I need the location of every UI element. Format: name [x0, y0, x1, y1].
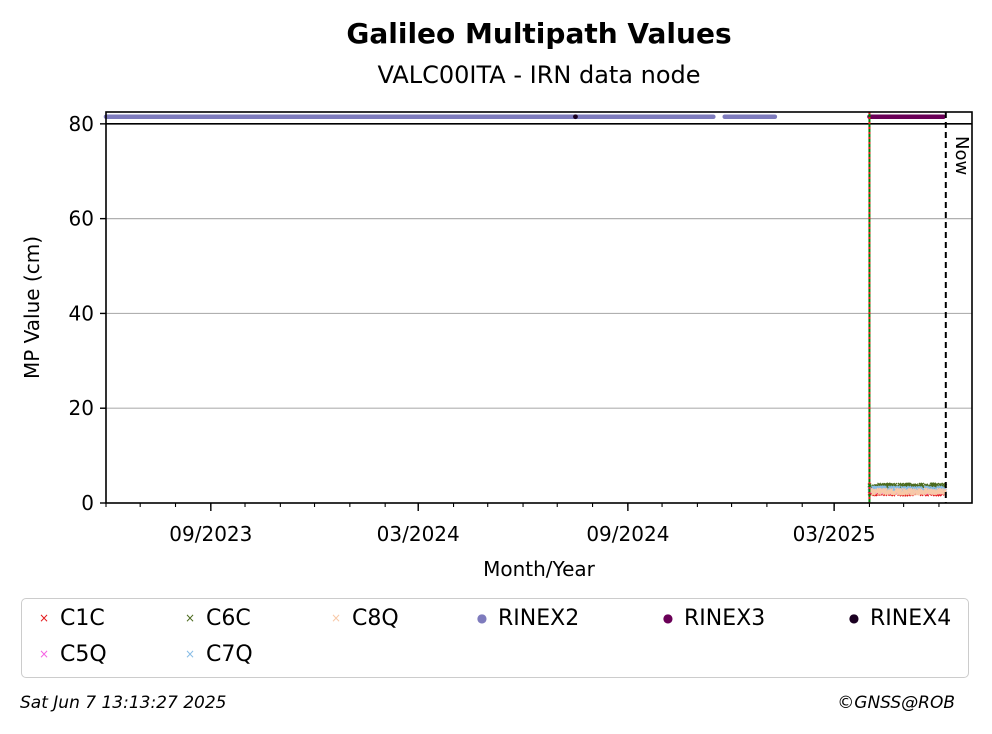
legend-item-c1c: × C1C — [36, 604, 105, 632]
legend-label-c1c: C1C — [60, 605, 105, 631]
legend-marker-c1c: × — [38, 611, 50, 625]
legend-label-rinex4: RINEX4 — [870, 605, 952, 631]
legend-marker-c7q: × — [184, 647, 196, 661]
legend-label-c7q: C7Q — [206, 641, 253, 667]
now-label: Now — [951, 136, 972, 175]
y-tick-label-60: 60 — [69, 207, 94, 231]
x-tick-label-1: 03/2024 — [377, 522, 460, 546]
series-c8q-point — [942, 488, 947, 493]
legend-item-c5q: × C5Q — [36, 640, 107, 668]
legend-marker-rinex4: ● — [848, 611, 860, 625]
y-tick-label-80: 80 — [69, 112, 94, 136]
series-c6c-point — [914, 483, 919, 488]
legend-label-c6c: C6C — [206, 605, 251, 631]
series-c8q-point — [939, 489, 944, 494]
legend-marker-rinex2: ● — [476, 611, 488, 625]
series-c8q-point — [910, 491, 915, 496]
series-rinex4 — [573, 114, 578, 120]
legend-marker-c6c: × — [184, 611, 196, 625]
legend-label-c8q: C8Q — [352, 605, 399, 631]
y-tick-label-40: 40 — [69, 301, 94, 325]
y-axis-label: MP Value (cm) — [20, 236, 44, 379]
series-c8q-point — [928, 489, 933, 494]
series-c8q-point — [904, 488, 909, 493]
plot-frame — [105, 111, 973, 504]
legend-item-c8q: × C8Q — [328, 604, 399, 632]
series-c8q-point — [888, 490, 893, 495]
x-tick-label-2: 09/2024 — [586, 522, 669, 546]
series-c8q — [868, 487, 947, 496]
legend-item-rinex3: ● RINEX3 — [660, 604, 765, 632]
x-tick-label-0: 09/2023 — [169, 522, 252, 546]
y-tick-label-0: 0 — [81, 491, 94, 515]
x-tick-label-3: 03/2025 — [793, 522, 876, 546]
legend-item-rinex4: ● RINEX4 — [846, 604, 951, 632]
series-c6c-point — [934, 482, 939, 487]
y-tick-label-20: 20 — [69, 396, 94, 420]
x-axis-label: Month/Year — [483, 557, 596, 581]
series-rinex4-point — [573, 114, 578, 120]
legend-item-c7q: × C7Q — [182, 640, 253, 668]
chart-title: Galileo Multipath Values — [346, 17, 731, 50]
footer-timestamp: Sat Jun 7 13:13:27 2025 — [20, 693, 227, 713]
legend-item-c6c: × C6C — [182, 604, 251, 632]
legend: × C1C × C6C × C8Q ● RINEX2 ● RINEX3 ● RI… — [21, 598, 969, 678]
chart-subtitle: VALC00ITA - IRN data node — [377, 61, 700, 89]
series-c6c-point — [918, 482, 923, 488]
footer-credit: ©GNSS@ROB — [837, 693, 955, 713]
legend-label-rinex3: RINEX3 — [684, 605, 766, 631]
legend-label-rinex2: RINEX2 — [498, 605, 580, 631]
legend-item-rinex2: ● RINEX2 — [474, 604, 579, 632]
legend-marker-rinex3: ● — [662, 611, 674, 625]
multipath-chart: Galileo Multipath Values VALC00ITA - IRN … — [20, 17, 973, 581]
legend-marker-c8q: × — [330, 611, 342, 625]
legend-marker-c5q: × — [38, 647, 50, 661]
legend-label-c5q: C5Q — [60, 641, 107, 667]
